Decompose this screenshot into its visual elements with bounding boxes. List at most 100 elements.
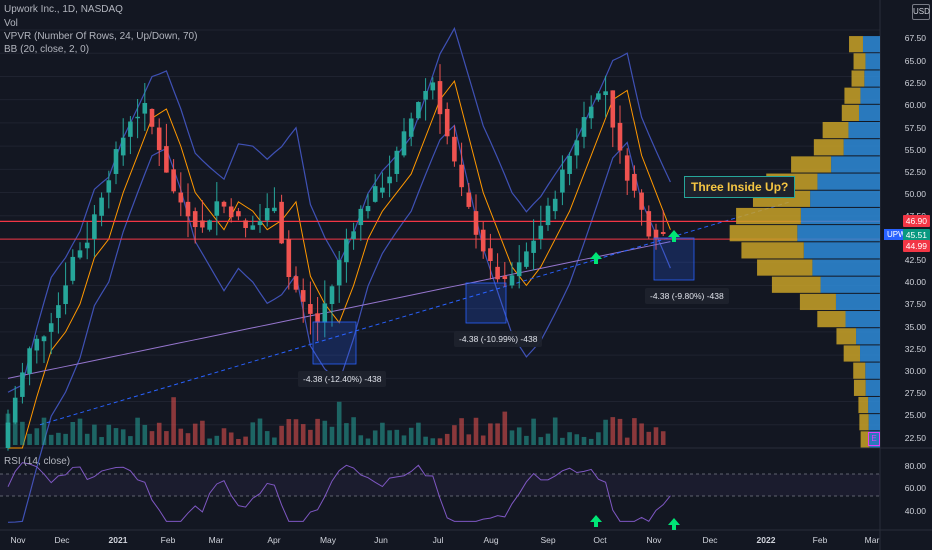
volume-bar [34,428,40,445]
candle-body [480,229,486,252]
measure-label[interactable]: -4.38 (-12.40%) -438 [298,371,387,387]
candle-body [214,201,220,216]
volume-bar [164,431,169,445]
currency-badge[interactable]: USD [912,4,930,20]
vpvr-up-bar [862,36,880,53]
candle-body [387,176,392,184]
candle-body [660,232,666,234]
vpvr-up-bar [868,396,880,414]
vpvr-down-bar [843,345,861,362]
earnings-badge[interactable]: E [868,432,880,446]
candle-body [308,304,313,314]
candle-body [380,187,385,193]
vpvr-down-bar [844,87,861,104]
vpvr-down-bar [853,379,866,396]
volume-bar [358,435,364,445]
candle-body [358,208,364,226]
vpvr-down-bar [858,396,869,414]
vpvr-up-bar [843,139,880,156]
candle-body [113,149,119,174]
volume-bar [380,422,385,445]
pattern-callout[interactable]: Three Inside Up? [684,176,796,198]
volume-bar [128,436,133,445]
volume-bar [250,422,256,445]
candle-body [430,82,436,91]
candle-body [552,198,558,212]
price-tick: 40.00 [904,277,926,287]
vpvr-up-bar [860,345,880,362]
volume-bar [293,419,299,445]
vpvr-down-bar [729,225,798,242]
volume-bar [12,419,18,445]
volume-bar [524,435,529,445]
volume-bar [660,431,666,445]
volume-bar [545,433,551,445]
candle-body [264,208,270,221]
vpvr-up-bar [858,104,880,121]
vpvr-up-bar [864,70,880,87]
volume-bar [99,437,104,445]
volume-bar [552,417,558,445]
up-arrow-icon [668,518,680,530]
candle-body [135,116,140,119]
candle-body [372,186,378,202]
volume-bar [156,422,162,445]
measure-label[interactable]: -4.38 (-9.80%) -438 [645,288,729,304]
candle-body [603,91,608,96]
vpvr-up-bar [845,311,880,328]
volume-bar [200,420,205,445]
price-tick: 67.50 [904,33,926,43]
volume-bar [596,432,601,445]
volume-bar [416,422,421,445]
time-tick: Sep [540,535,556,545]
candle-body [516,262,522,277]
candle-body [473,211,479,235]
volume-bar [646,431,652,445]
volume-bar [617,418,623,445]
time-tick: 2021 [108,535,128,545]
vpvr-down-bar [817,311,846,328]
candle-body [365,206,371,212]
vpvr-up-bar [812,259,880,276]
volume-bar [401,435,407,445]
candle-body [617,122,623,151]
candle-body [315,313,320,323]
measure-box [465,282,507,324]
volume-bar [236,438,241,445]
time-tick: Apr [267,535,281,545]
rsi-tick: 80.00 [904,461,926,471]
volume-bar [387,430,392,445]
volume-bar [632,418,637,445]
measure-label[interactable]: -4.38 (-10.99%) -438 [454,331,543,347]
volume-bar [394,429,400,445]
candle-body [495,266,500,280]
measure-box [312,321,357,365]
volume-bar [20,421,25,445]
volume-bar [300,424,306,445]
vpvr-up-bar [810,190,880,207]
candle-body [423,90,428,100]
vpvr-down-bar [771,276,821,293]
vpvr-up-bar [865,53,880,70]
moving-average-line [7,241,671,379]
candle-body [243,220,248,228]
candle-body [452,136,457,162]
price-tick: 22.50 [904,433,926,443]
up-arrow-icon [590,252,602,264]
volume-bar [113,428,119,445]
candle-body [149,108,155,127]
volume-bar [516,427,522,445]
candle-body [545,205,551,226]
candle-body [509,275,515,286]
candle-body [632,173,637,191]
volume-bar [142,424,148,445]
vpvr-down-bar [813,139,844,156]
volume-bar [221,428,227,445]
volume-bar [5,413,11,445]
volume-bar [495,423,500,445]
vpvr-up-bar [869,431,880,448]
candle-body [41,336,47,342]
volume-bar [315,418,320,445]
vpvr-up-bar [800,207,880,225]
